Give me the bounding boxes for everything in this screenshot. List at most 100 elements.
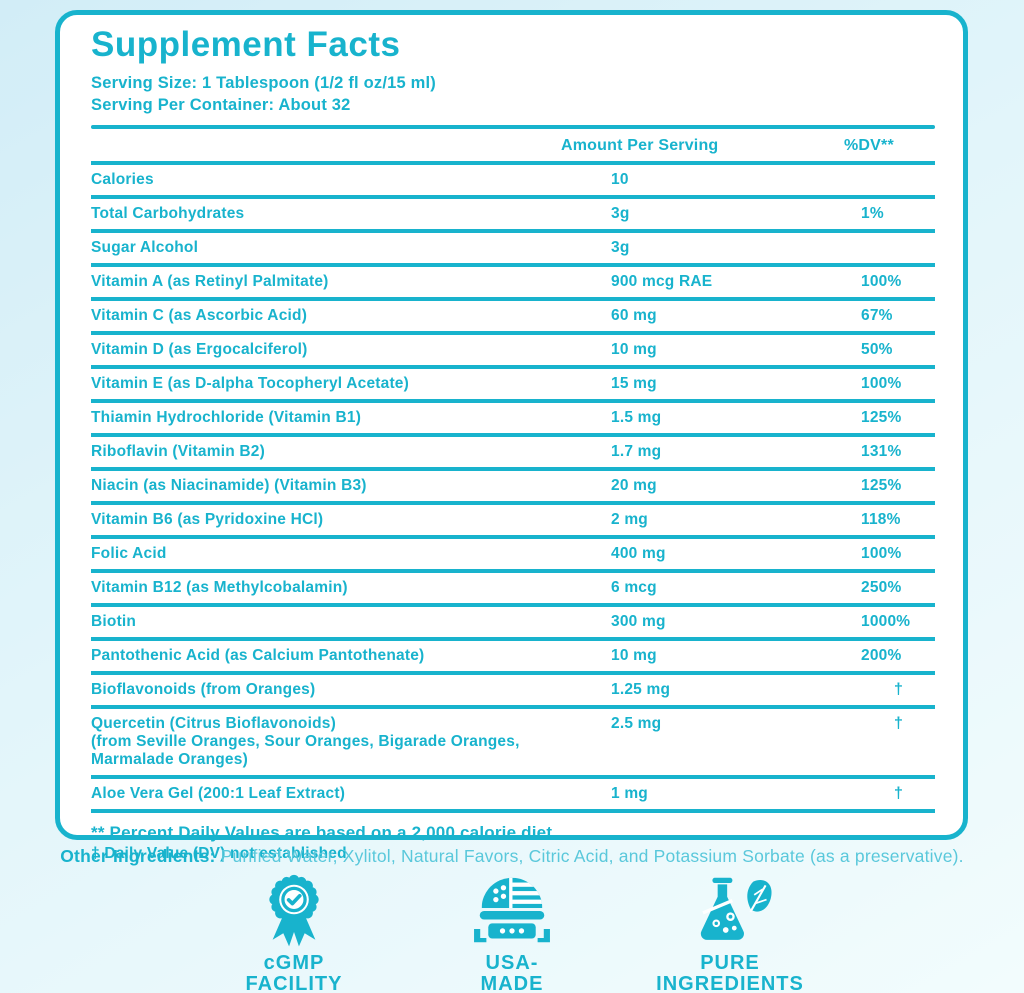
other-ingredients-label: Other Ingredients: <box>60 846 216 866</box>
nutrient-dv: † <box>894 715 904 732</box>
table-row: Niacin (as Niacinamide) (Vitamin B3) 20 … <box>91 471 935 505</box>
nutrient-dv: 200% <box>861 647 902 664</box>
badge-pure-ingredients: PURE INGREDIENTS <box>645 874 815 993</box>
nutrient-name: Vitamin B12 (as Methylcobalamin) <box>91 579 348 596</box>
serving-size: Serving Size: 1 Tablespoon (1/2 fl oz/15… <box>91 74 436 92</box>
badge-usa-line2: MADE <box>480 973 544 993</box>
footnotes: ** Percent Daily Values are based on a 2… <box>91 822 935 864</box>
nutrient-name: Aloe Vera Gel (200:1 Leaf Extract) <box>91 785 346 802</box>
nutrient-amount: 15 mg <box>611 375 657 392</box>
table-row: Biotin 300 mg 1000% <box>91 607 935 641</box>
nutrient-name: Vitamin D (as Ergocalciferol) <box>91 341 308 358</box>
nutrient-dv: 100% <box>861 545 902 562</box>
nutrient-amount: 900 mcg RAE <box>611 273 713 290</box>
table-row: Thiamin Hydrochloride (Vitamin B1) 1.5 m… <box>91 403 935 437</box>
nutrient-name: Sugar Alcohol <box>91 239 199 256</box>
badge-usa-made: USA- MADE <box>427 874 597 993</box>
badge-pure-line1: PURE <box>700 952 760 974</box>
nutrient-dv: 118% <box>861 511 901 528</box>
table-row: Calories 10 <box>91 165 935 199</box>
nutrient-amount: 60 mg <box>611 307 657 324</box>
badge-cgmp-label: cGMP FACILITY <box>246 953 343 993</box>
table-row: Quercetin (Citrus Bioflavonoids) (from Se… <box>91 709 935 779</box>
nutrient-dv: 67% <box>861 307 893 324</box>
table-row: Bioflavonoids (from Oranges) 1.25 mg † <box>91 675 935 709</box>
table-row: Vitamin E (as D-alpha Tocopheryl Acetate… <box>91 369 935 403</box>
table-row: Riboflavin (Vitamin B2) 1.7 mg 131% <box>91 437 935 471</box>
table-row: Pantothenic Acid (as Calcium Pantothenat… <box>91 641 935 675</box>
table-row: Sugar Alcohol 3g <box>91 233 935 267</box>
nutrient-dv: 250% <box>861 579 902 596</box>
nutrient-amount: 1 mg <box>611 785 648 802</box>
usa-capitol-flag-icon <box>468 874 556 948</box>
footnote-daily-values: ** Percent Daily Values are based on a 2… <box>91 823 558 842</box>
nutrient-amount: 10 mg <box>611 341 657 358</box>
serving-info: Serving Size: 1 Tablespoon (1/2 fl oz/15… <box>91 72 935 116</box>
header-amount: Amount Per Serving <box>561 137 719 154</box>
badge-usa-made-label: USA- MADE <box>481 953 544 993</box>
nutrient-amount: 1.7 mg <box>611 443 662 460</box>
table-header-row: Amount Per Serving %DV** <box>91 129 935 165</box>
servings-per-container: Serving Per Container: About 32 <box>91 96 351 114</box>
nutrient-amount: 400 mg <box>611 545 666 562</box>
footnote-dv-not-established: † Daily Value (DV) not established <box>91 845 347 862</box>
table-row: Folic Acid 400 mg 100% <box>91 539 935 573</box>
table-row: Vitamin B12 (as Methylcobalamin) 6 mcg 2… <box>91 573 935 607</box>
nutrient-name: Niacin (as Niacinamide) (Vitamin B3) <box>91 477 367 494</box>
nutrient-amount: 2.5 mg <box>611 715 662 732</box>
nutrient-name: Biotin <box>91 613 137 630</box>
nutrient-name: Total Carbohydrates <box>91 205 245 222</box>
nutrient-amount: 6 mcg <box>611 579 657 596</box>
nutrient-dv: 125% <box>861 409 902 426</box>
nutrient-dv: 1000% <box>861 613 911 630</box>
table-row: Vitamin A (as Retinyl Palmitate) 900 mcg… <box>91 267 935 301</box>
nutrient-amount: 3g <box>611 239 630 256</box>
nutrient-name: Pantothenic Acid (as Calcium Pantothenat… <box>91 647 425 664</box>
nutrient-name: Vitamin A (as Retinyl Palmitate) <box>91 273 329 290</box>
nutrient-amount: 1.25 mg <box>611 681 671 698</box>
award-seal-icon <box>254 874 334 948</box>
nutrient-name: Riboflavin (Vitamin B2) <box>91 443 265 460</box>
table-row: Aloe Vera Gel (200:1 Leaf Extract) 1 mg … <box>91 779 935 813</box>
nutrient-dv: 50% <box>861 341 893 358</box>
table-row: Total Carbohydrates 3g 1% <box>91 199 935 233</box>
nutrient-dv: 125% <box>861 477 902 494</box>
nutrient-amount: 1.5 mg <box>611 409 662 426</box>
supplement-table: Calories 10 Total Carbohydrates 3g 1% Su… <box>91 165 935 813</box>
nutrient-name: Vitamin C (as Ascorbic Acid) <box>91 307 308 324</box>
other-ingredients: Other Ingredients: Purified Water, Xylit… <box>0 846 1024 867</box>
header-dv: %DV** <box>844 137 894 154</box>
badge-cgmp: cGMP FACILITY <box>209 874 379 993</box>
nutrient-amount: 2 mg <box>611 511 648 528</box>
nutrient-name: Vitamin E (as D-alpha Tocopheryl Acetate… <box>91 375 409 392</box>
table-row: Vitamin B6 (as Pyridoxine HCl) 2 mg 118% <box>91 505 935 539</box>
flask-leaf-icon <box>684 874 776 948</box>
nutrient-name: Calories <box>91 171 154 188</box>
other-ingredients-text: Purified Water, Xylitol, Natural Favors,… <box>215 846 964 866</box>
badge-cgmp-line1: cGMP <box>263 952 325 974</box>
badge-cgmp-line2: FACILITY <box>245 973 343 993</box>
nutrient-amount: 300 mg <box>611 613 666 630</box>
badge-pure-label: PURE INGREDIENTS <box>656 953 804 993</box>
divider <box>91 125 935 129</box>
table-row: Vitamin D (as Ergocalciferol) 10 mg 50% <box>91 335 935 369</box>
nutrient-name: Vitamin B6 (as Pyridoxine HCl) <box>91 511 324 528</box>
nutrient-amount: 20 mg <box>611 477 657 494</box>
nutrient-name: Thiamin Hydrochloride (Vitamin B1) <box>91 409 362 426</box>
nutrient-name-continued: (from Seville Oranges, Sour Oranges, Big… <box>91 733 520 750</box>
nutrient-dv: 131% <box>861 443 902 460</box>
table-row: Vitamin C (as Ascorbic Acid) 60 mg 67% <box>91 301 935 335</box>
nutrient-dv: 100% <box>861 375 902 392</box>
nutrient-name: Bioflavonoids (from Oranges) <box>91 681 316 698</box>
nutrient-dv: † <box>894 785 904 802</box>
nutrient-amount: 10 mg <box>611 647 657 664</box>
nutrient-amount: 10 <box>611 171 629 188</box>
nutrient-dv: 1% <box>861 205 884 222</box>
badge-usa-line1: USA- <box>485 952 539 974</box>
nutrient-name-continued: Marmalade Oranges) <box>91 751 248 768</box>
badge-row: cGMP FACILITY <box>0 874 1024 993</box>
supplement-facts-panel: Supplement Facts Serving Size: 1 Tablesp… <box>55 10 968 862</box>
badge-pure-line2: INGREDIENTS <box>656 973 804 993</box>
nutrient-amount: 3g <box>611 205 630 222</box>
panel-title: Supplement Facts <box>91 25 401 64</box>
